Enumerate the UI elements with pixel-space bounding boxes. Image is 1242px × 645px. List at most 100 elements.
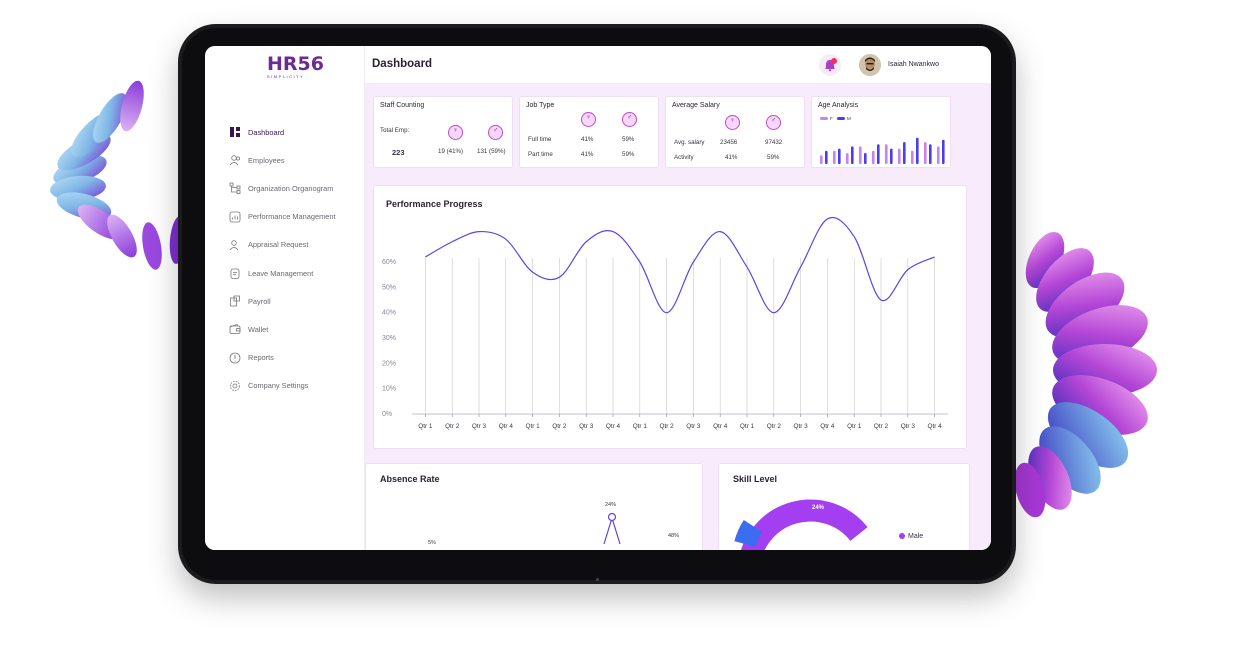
- x-tick-label: Qtr 1: [740, 423, 755, 430]
- clipboard-icon: [230, 268, 240, 279]
- total-value: 223: [392, 148, 405, 157]
- notification-button[interactable]: [819, 54, 841, 76]
- skill-value-label: 24%: [812, 505, 825, 511]
- x-tick-label: Qtr 1: [847, 423, 862, 430]
- male-count: 131 (59%): [477, 148, 506, 155]
- male-icon: ♂: [488, 125, 503, 140]
- sidebar-item-leave[interactable]: Leave Management: [229, 259, 365, 287]
- sidebar-item-organogram[interactable]: Organization Organogram: [229, 174, 365, 202]
- sidebar: HR56 SIMPLICITY Dashboard Employees Orga…: [205, 46, 365, 550]
- sidebar-item-label: Dashboard: [248, 127, 285, 137]
- x-tick-label: Qtr 3: [793, 423, 808, 430]
- age-bar-m: [877, 144, 880, 164]
- sidebar-item-performance[interactable]: Performance Management: [229, 203, 365, 231]
- sidebar-item-label: Organization Organogram: [248, 183, 334, 193]
- male-icon: ♂: [622, 112, 637, 127]
- staff-counting-card: Staff Counting Total Emp: 223 ♀ ♂ 19 (41…: [373, 96, 513, 168]
- row-male: 59%: [622, 151, 635, 158]
- job-type-card: Job Type ♀ ♂ Full time 41% 59% Part time…: [519, 96, 659, 168]
- absence-label-peak: 24%: [605, 502, 617, 508]
- wallet-icon: [229, 324, 241, 335]
- bell-icon: [825, 60, 835, 72]
- gear-icon: [230, 380, 240, 391]
- age-bar-f: [859, 146, 862, 164]
- sidebar-item-appraisal[interactable]: Appraisal Request: [229, 231, 365, 259]
- user-name[interactable]: Isaiah Nwankwo: [888, 61, 939, 68]
- x-tick-label: Qtr 4: [820, 423, 835, 430]
- absence-label-right: 48%: [668, 533, 680, 539]
- female-icon: ♀: [448, 125, 463, 140]
- card-title: Job Type: [526, 102, 555, 109]
- y-tick-label: 10%: [382, 386, 396, 393]
- notification-badge: [831, 58, 837, 64]
- skill-legend: Male: [899, 533, 923, 540]
- x-tick-label: Qtr 2: [874, 423, 889, 430]
- y-tick-label: 40%: [382, 310, 396, 317]
- x-tick-label: Qtr 4: [927, 423, 942, 430]
- legend-label-male: Male: [908, 533, 924, 540]
- sidebar-item-wallet[interactable]: Wallet: [229, 315, 365, 343]
- panel-title: Absence Rate: [380, 474, 440, 484]
- total-label: Total Emp:: [380, 127, 410, 134]
- main-content: Dashboard Isaiah Nwankwo Staff Counting …: [365, 46, 991, 550]
- skill-arc-male: [741, 499, 868, 550]
- x-tick-label: Qtr 1: [525, 423, 540, 430]
- top-bar: Dashboard Isaiah Nwankwo: [365, 46, 991, 84]
- skill-donut-chart: [734, 499, 868, 550]
- grid-icon: [230, 127, 240, 138]
- y-tick-label: 0%: [382, 411, 392, 418]
- x-tick-label: Qtr 1: [633, 423, 648, 430]
- sidebar-item-settings[interactable]: Company Settings: [229, 372, 365, 400]
- panel-title: Skill Level: [733, 474, 778, 484]
- user-check-icon: [229, 240, 239, 251]
- age-bar-m: [825, 150, 828, 164]
- sidebar-item-label: Performance Management: [248, 212, 336, 222]
- age-bar-f: [898, 148, 901, 164]
- sidebar-item-employees[interactable]: Employees: [229, 146, 365, 174]
- age-bar-m: [903, 142, 906, 164]
- male-icon: ♂: [766, 115, 781, 130]
- sidebar-item-label: Reports: [248, 353, 274, 363]
- app-screen: HR56 SIMPLICITY Dashboard Employees Orga…: [205, 46, 991, 550]
- page-title: Dashboard: [372, 58, 433, 70]
- age-bar-f: [833, 150, 836, 164]
- sidebar-item-dashboard[interactable]: Dashboard: [229, 118, 365, 146]
- age-bar-m: [851, 146, 854, 164]
- row-label: Activity: [674, 154, 694, 161]
- row-male: 97432: [765, 139, 783, 146]
- legend-swatch-f: [820, 117, 828, 121]
- age-bar-m: [890, 148, 893, 164]
- sidebar-item-label: Company Settings: [248, 381, 309, 391]
- brand-logo[interactable]: HR56 SIMPLICITY: [267, 54, 324, 84]
- sidebar-item-reports[interactable]: Reports: [229, 344, 365, 372]
- age-bar-f: [924, 142, 927, 164]
- age-analysis-chart: [820, 137, 945, 164]
- age-bar-f: [885, 144, 888, 164]
- sidebar-item-label: Appraisal Request: [248, 240, 309, 250]
- people-icon: [229, 155, 241, 166]
- absence-line: [603, 515, 621, 545]
- x-tick-label: Qtr 3: [472, 423, 487, 430]
- card-title: Age Analysis: [818, 102, 859, 109]
- sidebar-nav: Dashboard Employees Organization Organog…: [229, 118, 365, 400]
- legend-label-m: M: [847, 116, 851, 121]
- avatar[interactable]: [859, 54, 881, 76]
- sidebar-item-payroll[interactable]: Payroll: [229, 287, 365, 315]
- x-tick-label: Qtr 4: [606, 423, 621, 430]
- y-tick-label: 60%: [382, 259, 396, 266]
- y-tick-label: 50%: [382, 284, 396, 291]
- chart-box-icon: [229, 211, 241, 223]
- sidebar-item-label: Payroll: [248, 296, 271, 306]
- card-title: Average Salary: [672, 102, 720, 109]
- x-tick-label: Qtr 2: [659, 423, 674, 430]
- camera-dot: [596, 578, 599, 581]
- row-female: 41%: [581, 136, 594, 143]
- sidebar-item-label: Leave Management: [248, 268, 314, 278]
- x-tick-label: Qtr 4: [713, 423, 728, 430]
- age-bar-f: [937, 146, 940, 164]
- row-male: 59%: [767, 154, 780, 161]
- x-tick-label: Qtr 3: [579, 423, 594, 430]
- age-legend: F M: [820, 116, 851, 121]
- x-tick-label: Qtr 2: [767, 423, 782, 430]
